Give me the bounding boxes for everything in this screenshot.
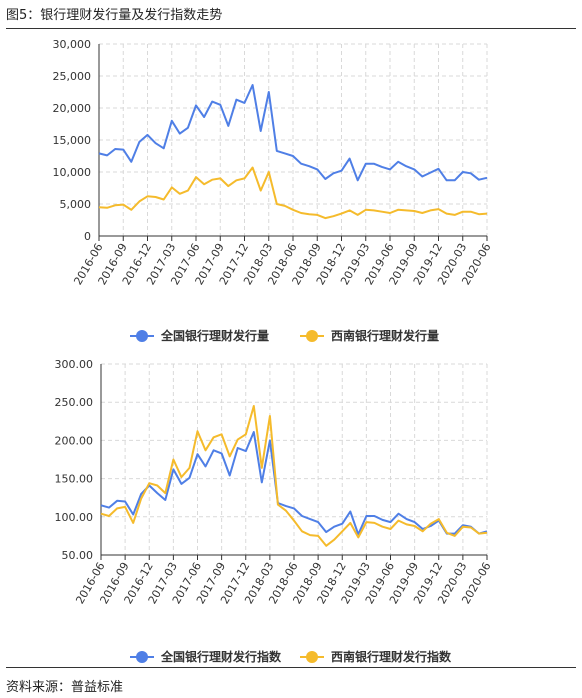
y-tick-label: 10,000 [53, 166, 92, 179]
y-tick-label: 15,000 [53, 134, 92, 147]
series-line-southwest [98, 166, 488, 220]
legend-label-southwest[interactable]: 西南银行理财发行指数 [331, 649, 452, 664]
source-note: 资料来源：普益标准 [6, 680, 124, 695]
legend-marker[interactable] [306, 330, 318, 342]
series-line-national [100, 431, 488, 536]
legend-marker[interactable] [136, 651, 148, 663]
series-line-national [98, 84, 488, 182]
y-tick-label: 50.00 [62, 549, 94, 562]
figure-title: 图5：银行理财发行量及发行指数走势 [6, 8, 223, 23]
y-tick-label: 20,000 [53, 102, 92, 115]
y-tick-label: 200.00 [55, 434, 94, 447]
chart-issuance-volume: 05,00010,00015,00020,00025,00030,0002016… [53, 38, 494, 343]
legend-label-southwest[interactable]: 西南银行理财发行量 [331, 328, 439, 343]
y-tick-label: 150.00 [55, 473, 94, 486]
legend-marker[interactable] [306, 651, 318, 663]
y-tick-label: 30,000 [53, 38, 92, 51]
y-tick-label: 0 [84, 230, 91, 243]
legend-marker[interactable] [136, 330, 148, 342]
legend-label-national[interactable]: 全国银行理财发行指数 [160, 649, 282, 664]
y-tick-label: 5,000 [60, 198, 92, 211]
y-tick-label: 300.00 [55, 358, 94, 371]
chart-issuance-index: 50.00100.00150.00200.00250.00300.002016-… [55, 358, 494, 664]
series-line-southwest [100, 405, 488, 547]
y-tick-label: 100.00 [55, 511, 94, 524]
y-tick-label: 250.00 [55, 396, 94, 409]
legend-label-national[interactable]: 全国银行理财发行量 [160, 328, 269, 343]
figure-frame [6, 28, 576, 668]
y-tick-label: 25,000 [53, 70, 92, 83]
